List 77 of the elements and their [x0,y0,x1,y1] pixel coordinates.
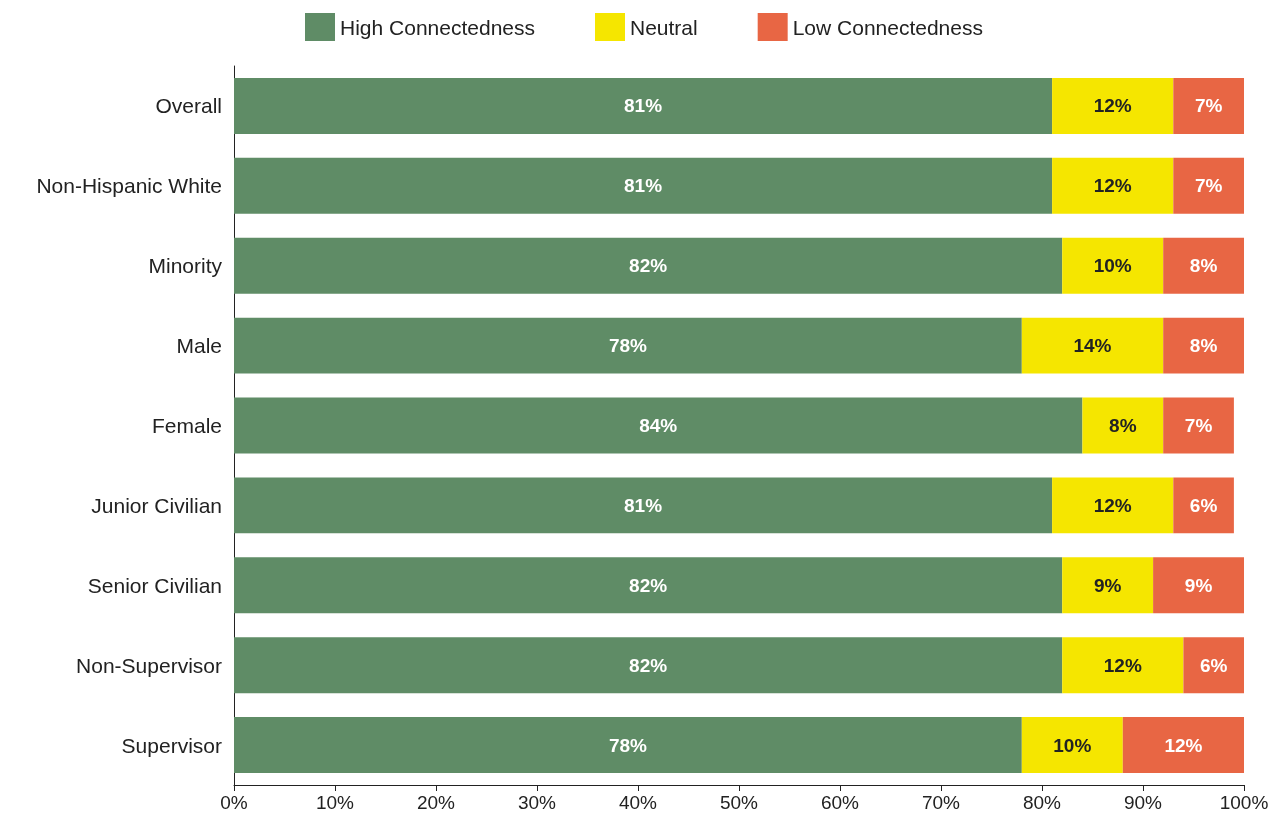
data-label: 12% [1164,734,1203,756]
y-tick-label: Non-Supervisor [76,653,222,677]
data-label: 14% [1073,335,1112,357]
data-label: 10% [1053,734,1092,756]
bar [1021,317,1164,374]
data-label: 7% [1194,95,1223,117]
data-label: 12% [1103,654,1142,676]
x-tick-label: 20% [416,792,456,813]
bar [234,157,1053,214]
legend-label: Neutral [629,15,698,39]
data-label: 7% [1184,415,1213,436]
x-tick-label: 80% [1022,792,1062,813]
bar [234,717,1022,774]
bar [1052,77,1174,134]
y-tick-label: Junior Civilian [91,493,222,517]
bar [1173,157,1244,214]
data-label: 8% [1189,335,1218,357]
data-label: 12% [1093,175,1132,197]
bar [1082,397,1164,454]
bar [234,557,1063,614]
bar [1163,237,1244,294]
bar [1052,477,1174,534]
x-tick-label: 90% [1123,792,1163,813]
x-tick-label: 10% [315,792,355,813]
data-label: 12% [1093,95,1132,117]
y-tick-label: Male [176,334,222,358]
x-tick-label: 100% [1219,792,1269,813]
data-label: 81% [624,175,663,197]
data-label: 81% [624,494,663,516]
x-tick-label: 50% [719,792,759,813]
x-tick-label: 0% [220,792,248,813]
y-tick-label: Senior Civilian [87,573,222,597]
data-label: 78% [608,335,648,357]
data-label: 10% [1093,255,1132,277]
y-tick-label: Overall [155,94,222,118]
legend-label: High Connectedness [340,15,535,39]
data-label: 6% [1199,654,1228,676]
y-tick-label: Female [151,414,222,437]
data-label: 8% [1189,255,1218,277]
y-tick-label: Non-Hispanic White [36,174,222,198]
x-tick-label: 60% [820,792,860,813]
data-label: 12% [1093,494,1132,516]
x-tick-label: 40% [618,792,658,813]
data-label: 8% [1109,415,1137,436]
bar [1163,397,1234,454]
bar [234,477,1053,534]
data-label: 84% [639,415,678,436]
y-tick-label: Minority [148,254,223,278]
bar [1153,557,1244,614]
bar [234,77,1053,134]
bar [234,237,1063,294]
y-tick-label: Supervisor [121,733,222,757]
bar [1122,717,1244,774]
data-label: 82% [629,654,668,676]
bar [234,317,1022,374]
bar [1062,557,1154,614]
data-label: 82% [629,574,668,596]
bar [234,397,1083,454]
bar [1173,477,1234,534]
x-tick-label: 70% [921,792,961,813]
x-tick-label: 30% [517,792,557,813]
bar [1163,317,1244,374]
data-label: 78% [608,734,648,756]
data-label: 7% [1194,175,1223,197]
data-label: 6% [1189,494,1218,516]
legend-label: Low Connectedness [792,15,983,39]
data-label: 9% [1184,574,1213,596]
bar [1062,637,1184,694]
bar [1173,77,1244,134]
data-label: 81% [624,95,663,117]
bar [234,637,1063,694]
bar [1052,157,1174,214]
bar [1183,637,1244,694]
data-label: 9% [1093,574,1122,596]
bar [1021,717,1123,774]
bar [1062,237,1164,294]
data-label: 82% [629,255,668,277]
